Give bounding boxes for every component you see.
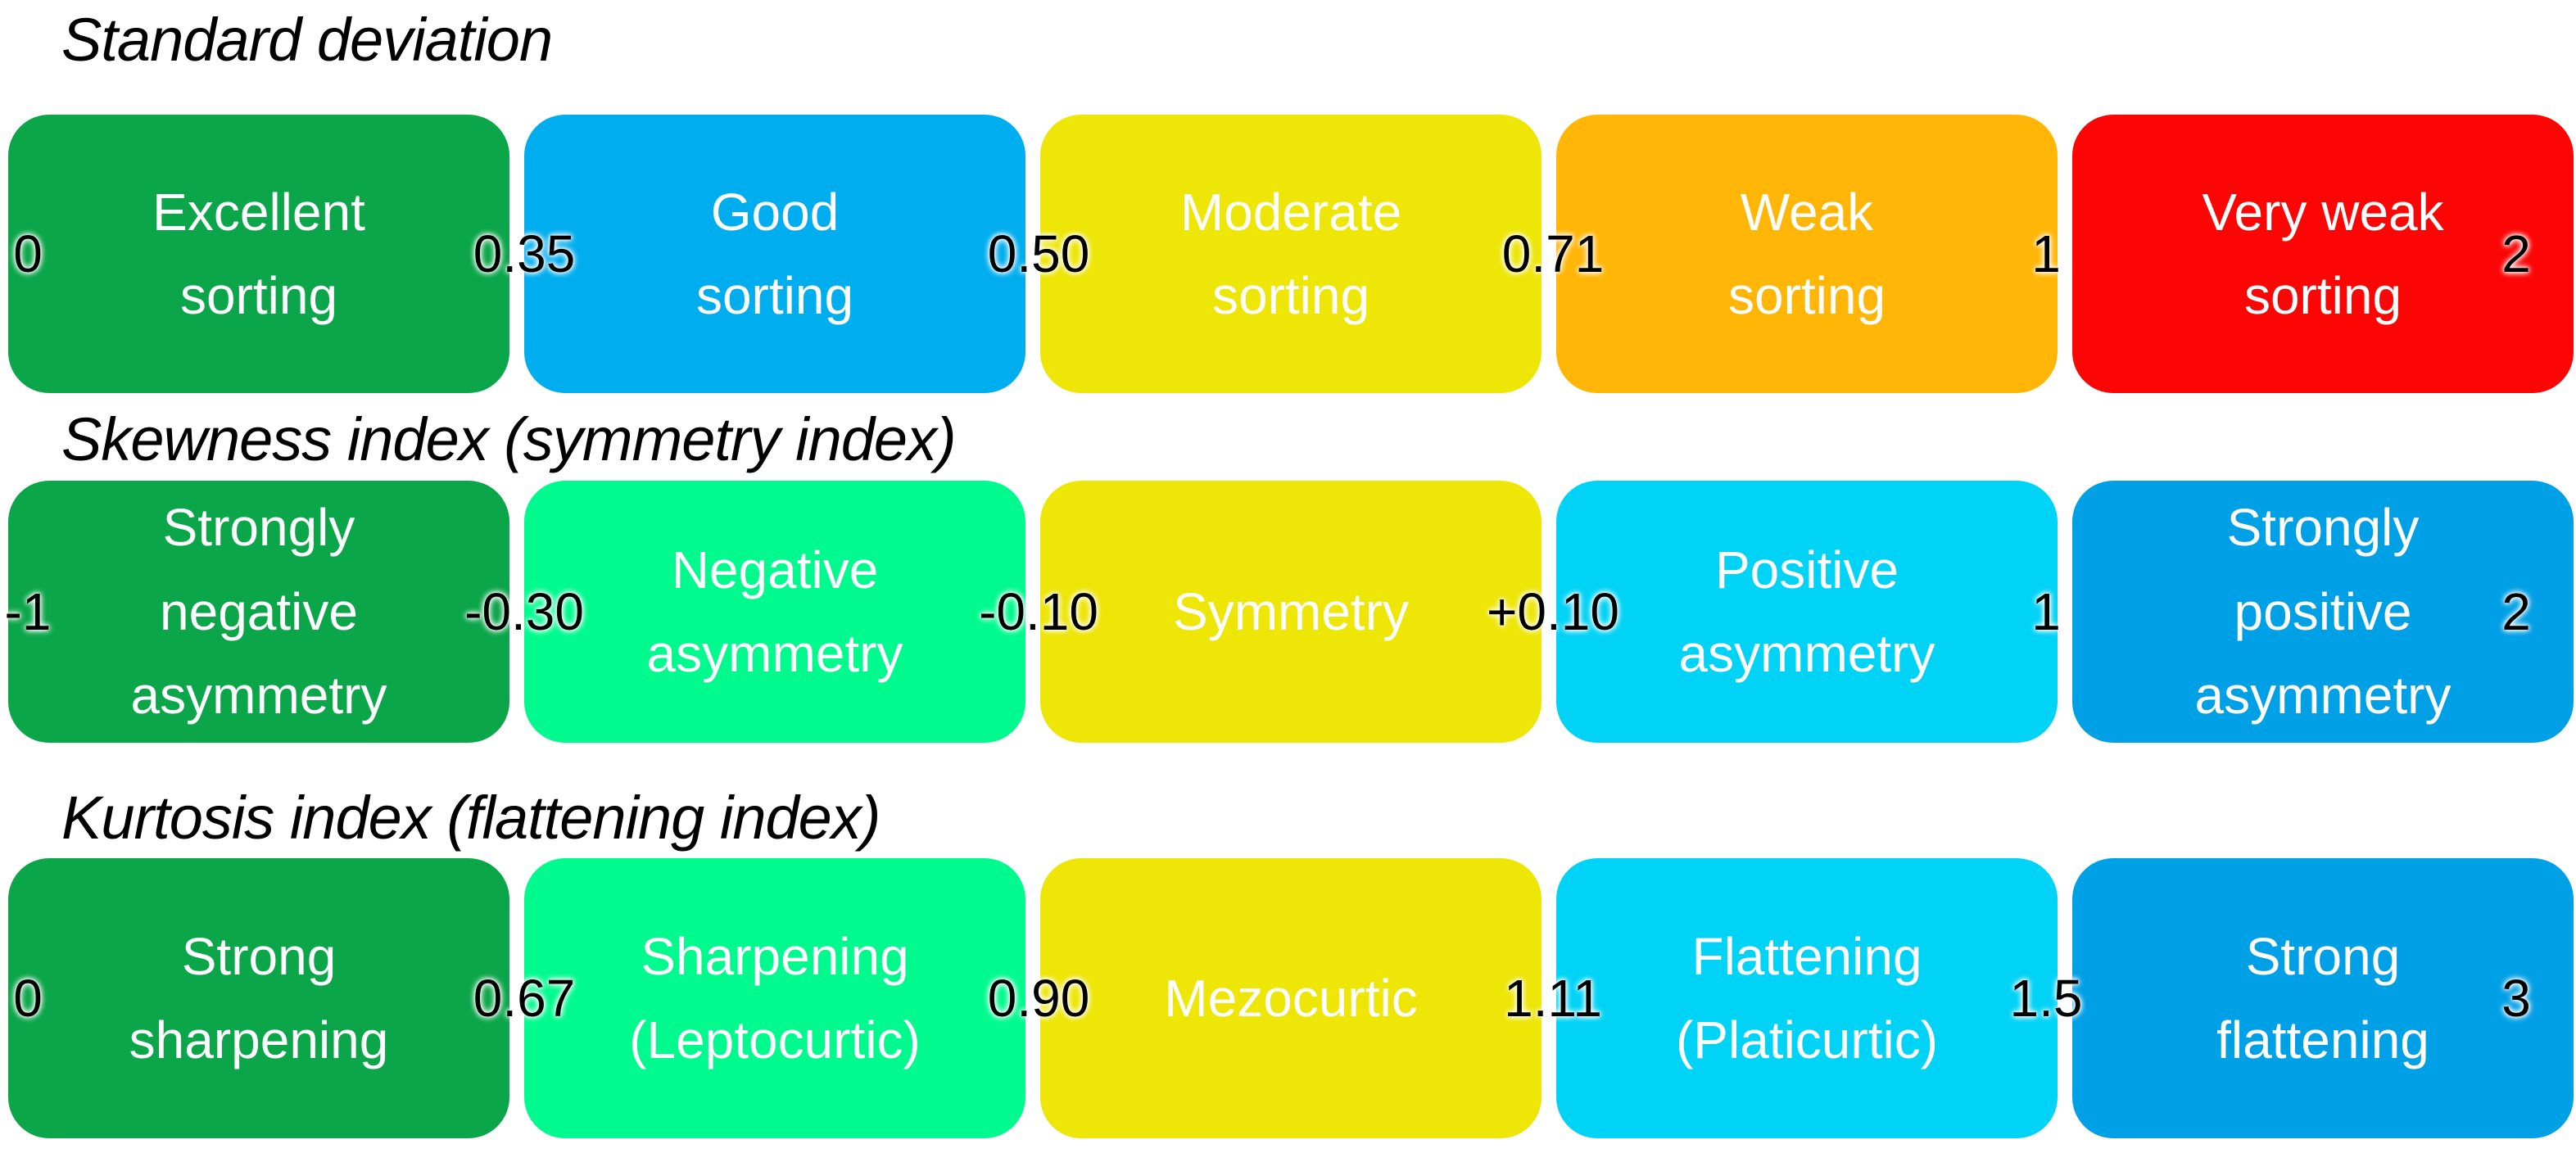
threshold-value: 3 [2501, 969, 2531, 1028]
box-positive-asymmetry: Positive asymmetry [1556, 481, 2058, 743]
threshold-value: 1.5 [2009, 969, 2083, 1028]
box-excellent-sorting: Excellent sorting [8, 115, 509, 393]
box-label-very-weak-sorting: Very weak sorting [2202, 182, 2444, 325]
scale-title-skewness-index: Skewness index (symmetry index) [61, 405, 957, 473]
threshold-value: 0.67 [473, 969, 576, 1028]
threshold-value: -0.30 [464, 582, 584, 641]
box-strongly-positive-asymmetry: Strongly positive asymmetry [2072, 481, 2574, 743]
threshold-value: +0.10 [1487, 582, 1619, 641]
threshold-value: 0.35 [473, 224, 576, 283]
box-strong-flattening: Strong flattening [2072, 858, 2574, 1138]
box-very-weak-sorting: Very weak sorting [2072, 115, 2574, 393]
box-label-mezocurtic: Mezocurtic [1164, 968, 1418, 1028]
threshold-value: -0.10 [979, 582, 1098, 641]
scale-row-standard-deviation: Excellent sorting Good sorting Moderate … [0, 115, 2576, 393]
box-label-moderate-sorting: Moderate sorting [1179, 182, 1402, 325]
threshold-value: -1 [4, 582, 52, 641]
box-label-symmetry: Symmetry [1173, 581, 1409, 641]
box-label-weak-sorting: Weak sorting [1727, 182, 1886, 325]
box-strongly-negative-asymmetry: Strongly negative asymmetry [8, 481, 509, 743]
threshold-value: 1.11 [1504, 969, 1602, 1028]
threshold-value: 0.50 [987, 224, 1090, 283]
scale-title-standard-deviation: Standard deviation [61, 6, 553, 74]
box-strong-sharpening: Strong sharpening [8, 858, 509, 1138]
box-label-excellent-sorting: Excellent sorting [152, 182, 365, 325]
threshold-value: 0.71 [1501, 224, 1605, 283]
scale-row-kurtosis-index: Strong sharpening Sharpening (Leptocurti… [0, 858, 2576, 1138]
threshold-value: 0 [13, 224, 43, 283]
scale-title-kurtosis-index: Kurtosis index (flattening index) [61, 784, 881, 852]
box-label-strong-sharpening: Strong sharpening [129, 926, 389, 1069]
box-label-positive-asymmetry: Positive asymmetry [1678, 540, 1935, 683]
box-moderate-sorting: Moderate sorting [1040, 115, 1542, 393]
threshold-value: 1 [2031, 224, 2061, 283]
threshold-value: 2 [2501, 582, 2531, 641]
threshold-value: 0.90 [987, 969, 1090, 1028]
box-flattening-platicurtic: Flattening (Platicurtic) [1556, 858, 2058, 1138]
box-symmetry: Symmetry [1040, 481, 1542, 743]
box-mezocurtic: Mezocurtic [1040, 858, 1542, 1138]
box-label-strongly-positive-asymmetry: Strongly positive asymmetry [2194, 498, 2452, 726]
box-label-strong-flattening: Strong flattening [2216, 926, 2429, 1069]
threshold-value: 0 [13, 969, 43, 1028]
box-weak-sorting: Weak sorting [1556, 115, 2058, 393]
threshold-value: 1 [2031, 582, 2061, 641]
box-sharpening-leptocurtic: Sharpening (Leptocurtic) [524, 858, 1025, 1138]
box-negative-asymmetry: Negative asymmetry [524, 481, 1025, 743]
box-label-strongly-negative-asymmetry: Strongly negative asymmetry [130, 498, 387, 726]
box-label-sharpening-leptocurtic: Sharpening (Leptocurtic) [629, 926, 921, 1069]
threshold-value: 2 [2501, 224, 2531, 283]
box-label-negative-asymmetry: Negative asymmetry [646, 540, 903, 683]
scale-row-skewness-index: Strongly negative asymmetry Negative asy… [0, 481, 2576, 743]
box-label-flattening-platicurtic: Flattening (Platicurtic) [1675, 926, 1939, 1069]
box-label-good-sorting: Good sorting [695, 182, 854, 325]
box-good-sorting: Good sorting [524, 115, 1025, 393]
